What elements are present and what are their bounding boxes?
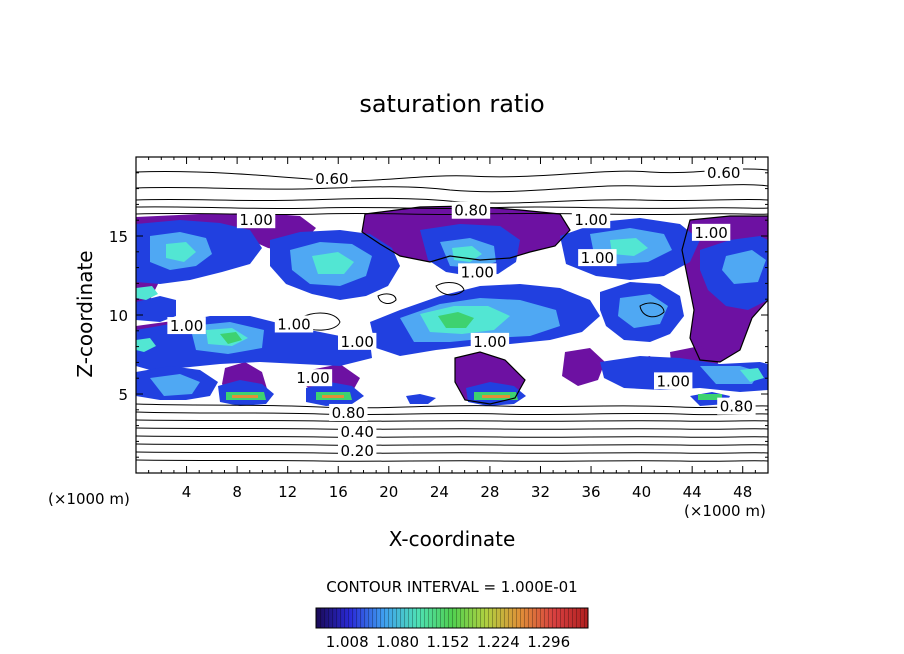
contour-label-background xyxy=(167,317,206,335)
contour-label-background xyxy=(654,372,693,390)
colorbar-tick-label: 1.152 xyxy=(426,633,469,651)
colorbar-tick-label: 1.224 xyxy=(477,633,520,651)
contour-label-background xyxy=(691,223,731,241)
x-tick-label: 36 xyxy=(581,483,600,501)
contour-label: 0.80 xyxy=(454,202,487,220)
colorbar: 1.008 1.080 1.152 1.224 1.296 xyxy=(315,607,589,651)
contour-label: 0.40 xyxy=(340,423,373,441)
contour-label-background xyxy=(338,332,377,350)
contour-labels: 0.60 0.600.801.00 1.001.001.001.001.00 1.00… xyxy=(167,163,756,460)
contour-label: 1.00 xyxy=(581,249,614,267)
contour-label-background xyxy=(274,315,314,333)
contour-label: 1.00 xyxy=(239,211,272,229)
contour-label: 1.00 xyxy=(694,224,727,242)
x-tick-label: 12 xyxy=(278,483,297,501)
contour-label: 0.80 xyxy=(720,398,753,416)
x-tick-label: 48 xyxy=(733,483,752,501)
y-tick-label: 10 xyxy=(109,307,128,325)
x-axis-ticks: 4 8 12 16 20 24 28 32 36 40 44 48 xyxy=(148,157,756,501)
contour-interval-text: CONTOUR INTERVAL = 1.000E-01 xyxy=(326,578,577,596)
x-unit-label: (×1000 m) xyxy=(684,502,766,520)
colorbar-hatch xyxy=(316,608,588,628)
contour-label: 1.00 xyxy=(574,211,607,229)
colorbar-tick-label: 1.008 xyxy=(326,633,369,651)
contour-label-background xyxy=(571,211,611,229)
y-tick-label: 5 xyxy=(118,386,128,404)
x-tick-label: 32 xyxy=(531,483,550,501)
x-tick-label: 16 xyxy=(329,483,348,501)
contour-label-background xyxy=(338,441,377,459)
contour-label: 1.00 xyxy=(461,263,494,281)
contour-label-background xyxy=(338,422,377,440)
x-tick-label: 8 xyxy=(232,483,242,501)
fill-hotspot-regions xyxy=(232,395,510,398)
contour-label: 0.20 xyxy=(340,442,373,460)
x-tick-label: 44 xyxy=(683,483,702,501)
plot-area: 0.60 0.600.801.00 1.001.001.001.001.00 1.00… xyxy=(136,157,768,473)
x-tick-label: 24 xyxy=(430,483,449,501)
contour-label: 1.00 xyxy=(340,333,373,351)
contour-label: 1.00 xyxy=(277,315,310,333)
contour-label-background xyxy=(312,170,352,188)
contour-label: 1.00 xyxy=(296,369,329,387)
x-tick-label: 4 xyxy=(182,483,192,501)
contour-label: 0.80 xyxy=(332,404,365,422)
x-axis-label: X-coordinate xyxy=(389,527,516,551)
colorbar-tick-label: 1.080 xyxy=(376,633,419,651)
x-tick-label: 28 xyxy=(480,483,499,501)
contour-label-background xyxy=(329,403,368,421)
contour-label: 1.00 xyxy=(170,317,203,335)
contour-label: 0.60 xyxy=(707,164,740,182)
colorbar-tick-labels: 1.008 1.080 1.152 1.224 1.296 xyxy=(326,633,570,651)
contour-label-background xyxy=(458,263,497,281)
z-unit-label: (×1000 m) xyxy=(48,490,130,508)
x-tick-label: 20 xyxy=(379,483,398,501)
y-tick-label: 15 xyxy=(109,228,128,246)
contour-label-background xyxy=(236,211,276,229)
contour-label-background xyxy=(470,332,510,350)
contour-label: 1.00 xyxy=(656,372,689,390)
contour-label-background xyxy=(293,369,333,387)
y-axis-label: Z-coordinate xyxy=(73,250,97,377)
contour-label-background xyxy=(704,163,743,181)
purple-outlines xyxy=(361,205,768,405)
x-tick-label: 40 xyxy=(632,483,651,501)
contour-label-background xyxy=(717,397,756,415)
contour-label: 0.60 xyxy=(315,170,348,188)
contour-label: 1.00 xyxy=(473,333,506,351)
colorbar-tick-label: 1.296 xyxy=(527,633,570,651)
y-axis-ticks: 5 10 15 xyxy=(109,172,768,458)
contour-label-background xyxy=(578,249,617,267)
chart-title: saturation ratio xyxy=(359,90,544,118)
contour-label-background xyxy=(451,201,491,219)
